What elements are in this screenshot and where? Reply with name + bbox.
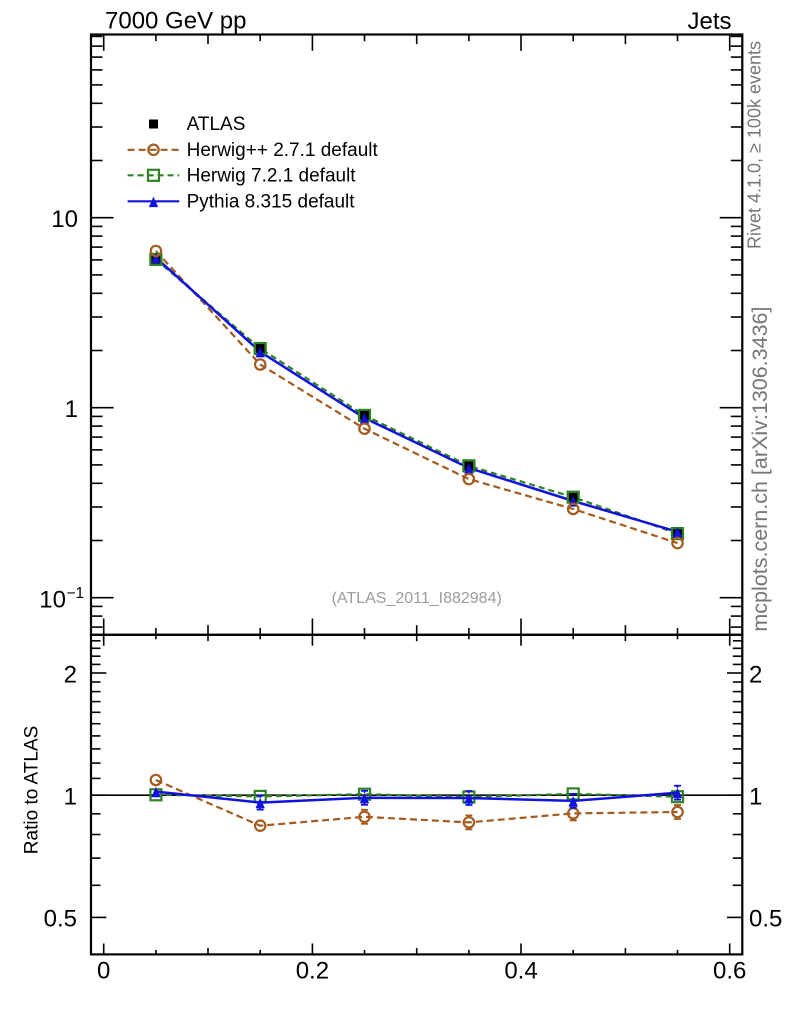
svg-text:Herwig++ 2.7.1 default: Herwig++ 2.7.1 default <box>187 140 379 161</box>
svg-text:1: 1 <box>64 784 77 811</box>
svg-text:0.5: 0.5 <box>749 906 782 933</box>
svg-text:ATLAS: ATLAS <box>187 114 246 135</box>
svg-text:Ratio to ATLAS: Ratio to ATLAS <box>22 726 43 855</box>
svg-text:0.5: 0.5 <box>44 906 77 933</box>
svg-text:(ATLAS_2011_I882984): (ATLAS_2011_I882984) <box>332 590 502 607</box>
svg-text:1: 1 <box>749 784 762 811</box>
svg-text:10: 10 <box>39 587 66 614</box>
svg-text:2: 2 <box>64 661 77 688</box>
svg-text:1: 1 <box>65 396 78 423</box>
svg-text:0.4: 0.4 <box>504 958 537 985</box>
svg-text:Jets: Jets <box>687 8 731 35</box>
svg-text:Pythia 8.315 default: Pythia 8.315 default <box>187 191 356 212</box>
svg-text:−1: −1 <box>67 585 85 602</box>
svg-text:mcplots.cern.ch [arXiv:1306.34: mcplots.cern.ch [arXiv:1306.3436] <box>748 307 772 632</box>
svg-text:2: 2 <box>749 661 762 688</box>
svg-text:Rivet 4.1.0, ≥ 100k events: Rivet 4.1.0, ≥ 100k events <box>745 41 765 249</box>
svg-text:Herwig 7.2.1 default: Herwig 7.2.1 default <box>187 165 357 186</box>
svg-text:7000 GeV pp: 7000 GeV pp <box>105 8 246 35</box>
svg-text:10: 10 <box>51 206 78 233</box>
svg-text:0: 0 <box>97 958 110 985</box>
svg-text:0.2: 0.2 <box>296 958 329 985</box>
svg-text:0.6: 0.6 <box>713 958 746 985</box>
